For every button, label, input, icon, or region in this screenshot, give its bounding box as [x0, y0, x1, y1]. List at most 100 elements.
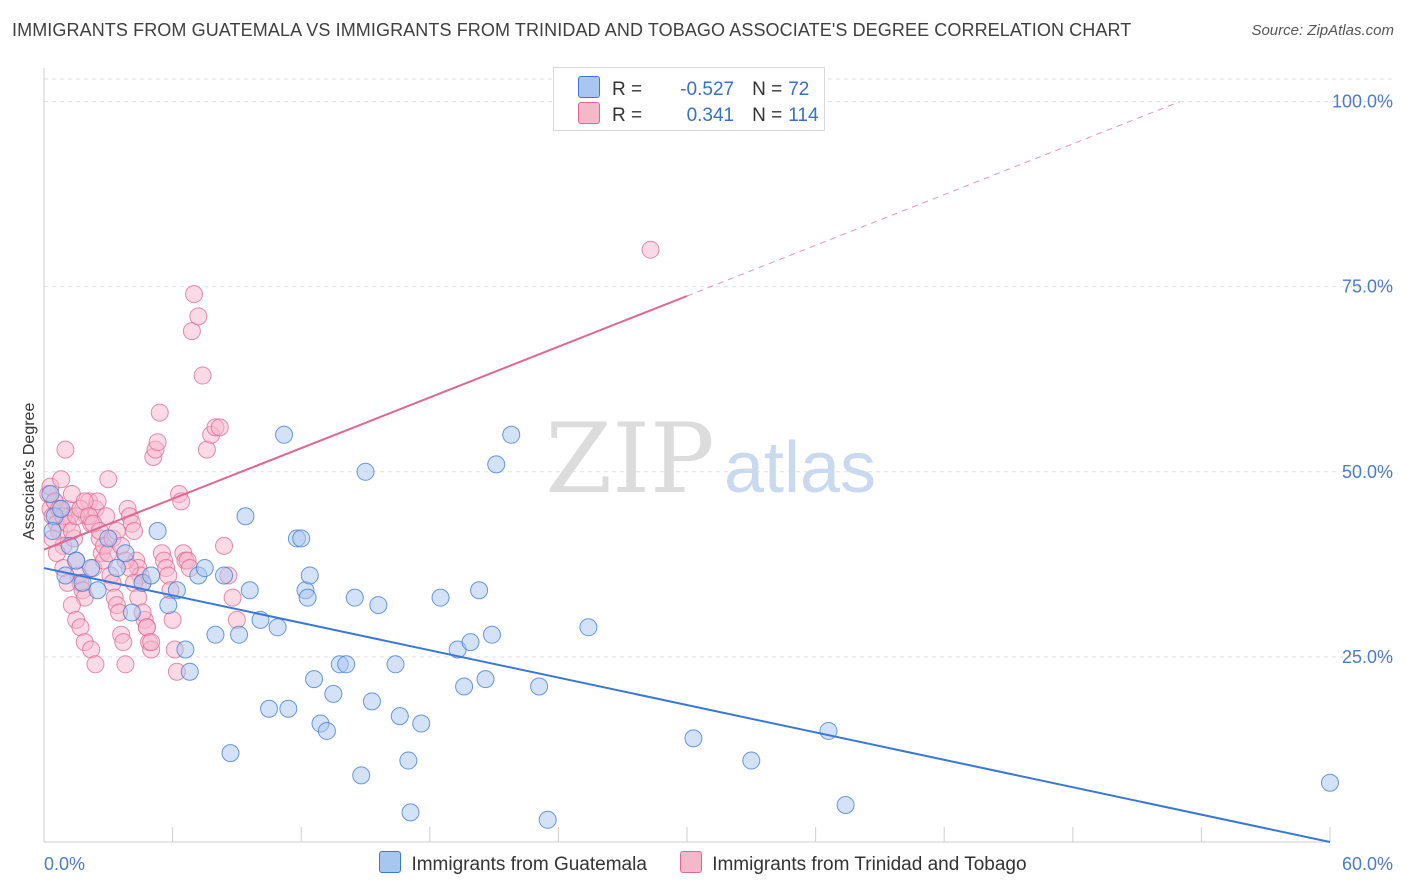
- data-point: [180, 662, 199, 681]
- data-point: [292, 529, 311, 548]
- watermark-zip: ZIP: [545, 403, 714, 515]
- data-point: [641, 240, 660, 259]
- legend-swatch-blue: [379, 851, 402, 873]
- data-point: [215, 536, 234, 555]
- legend-row-guatemala: R = -0.527 N = 72: [578, 76, 809, 100]
- data-point: [150, 403, 169, 422]
- data-point: [298, 588, 317, 607]
- chart-title: IMMIGRANTS FROM GUATEMALA VS IMMIGRANTS …: [12, 20, 1132, 40]
- legend-n-value: 72: [788, 79, 810, 100]
- data-point: [182, 322, 201, 341]
- data-point: [206, 625, 225, 644]
- data-point: [470, 581, 489, 600]
- y-tick-label: 50.0%: [1342, 462, 1393, 482]
- data-point: [337, 655, 356, 674]
- data-point: [279, 699, 298, 718]
- data-point: [116, 544, 135, 563]
- data-point: [75, 492, 94, 511]
- legend-n-label: N =: [752, 79, 783, 100]
- trend-line-trinidad-extension: [686, 101, 1181, 297]
- x-tick-label: 0.0%: [44, 854, 85, 874]
- data-point: [62, 596, 81, 615]
- data-point: [223, 588, 242, 607]
- data-point: [227, 610, 246, 629]
- y-axis-label: Associate's Degree: [21, 403, 38, 540]
- data-point: [240, 581, 259, 600]
- data-point: [56, 440, 75, 459]
- tick-labels: 25.0% 50.0% 75.0% 100.0% 0.0% 60.0%: [44, 92, 1393, 874]
- legend-r-label: R =: [612, 105, 643, 126]
- data-point: [268, 618, 287, 637]
- data-point: [390, 707, 409, 726]
- watermark: ZIP atlas: [545, 403, 876, 515]
- axes: [43, 68, 1331, 843]
- data-point: [43, 522, 62, 541]
- data-point: [386, 655, 405, 674]
- data-point: [99, 529, 118, 548]
- legend-item-guatemala[interactable]: Immigrants from Guatemala: [379, 851, 647, 876]
- data-point: [230, 625, 249, 644]
- data-point: [369, 596, 388, 615]
- trend-lines: [43, 101, 1331, 843]
- legend-r-value: 0.341: [686, 105, 735, 126]
- grid: [44, 78, 1395, 658]
- data-point: [684, 729, 703, 748]
- data-point: [476, 670, 495, 689]
- data-point: [579, 618, 598, 637]
- correlation-legend: R = -0.527 N = 72 R = 0.341 N = 114: [553, 67, 825, 131]
- legend-row-trinidad: R = 0.341 N = 114: [578, 102, 819, 126]
- data-point: [260, 699, 279, 718]
- legend-n-value: 114: [788, 105, 819, 126]
- data-point: [88, 581, 107, 600]
- data-point: [52, 470, 71, 489]
- data-point: [159, 566, 178, 585]
- data-point: [67, 551, 86, 570]
- data-point: [86, 655, 105, 674]
- data-point: [530, 677, 549, 696]
- x-tick-label: 60.0%: [1342, 854, 1393, 874]
- data-point: [210, 418, 229, 437]
- source-label: Source: ZipAtlas.com: [1251, 22, 1394, 39]
- data-point: [275, 425, 294, 444]
- legend-swatch-pink: [578, 102, 600, 124]
- data-point: [195, 559, 214, 578]
- data-point: [193, 366, 212, 385]
- data-point: [356, 462, 375, 481]
- data-point: [482, 625, 501, 644]
- data-point: [300, 566, 319, 585]
- data-point: [73, 573, 92, 592]
- legend-swatch-pink: [680, 851, 703, 873]
- watermark-atlas: atlas: [724, 428, 876, 508]
- legend-r-value: -0.527: [680, 79, 735, 100]
- data-point: [221, 744, 240, 763]
- legend-label-trinidad: Immigrants from Trinidad and Tobago: [712, 854, 1027, 875]
- trend-line-guatemala: [43, 567, 1331, 843]
- legend-r-label: R =: [612, 79, 643, 100]
- data-point: [148, 433, 167, 452]
- data-point: [163, 610, 182, 629]
- data-point: [412, 714, 431, 733]
- data-point: [99, 470, 118, 489]
- data-point: [71, 618, 90, 637]
- data-point: [122, 603, 141, 622]
- data-point: [305, 670, 324, 689]
- data-point: [125, 522, 144, 541]
- trend-line-trinidad: [43, 295, 688, 551]
- data-point: [431, 588, 450, 607]
- data-point: [352, 766, 371, 785]
- data-point: [52, 499, 71, 518]
- legend-label-guatemala: Immigrants from Guatemala: [411, 854, 647, 875]
- data-point: [362, 692, 381, 711]
- data-point: [236, 507, 255, 526]
- series-legend: Immigrants from Guatemala Immigrants fro…: [0, 851, 1406, 876]
- data-point: [189, 307, 208, 326]
- data-point: [345, 588, 364, 607]
- data-point: [836, 795, 855, 814]
- data-point: [142, 633, 161, 652]
- data-point: [82, 559, 101, 578]
- data-point: [538, 810, 557, 829]
- data-point: [399, 751, 418, 770]
- legend-item-trinidad[interactable]: Immigrants from Trinidad and Tobago: [680, 851, 1027, 876]
- data-point: [455, 677, 474, 696]
